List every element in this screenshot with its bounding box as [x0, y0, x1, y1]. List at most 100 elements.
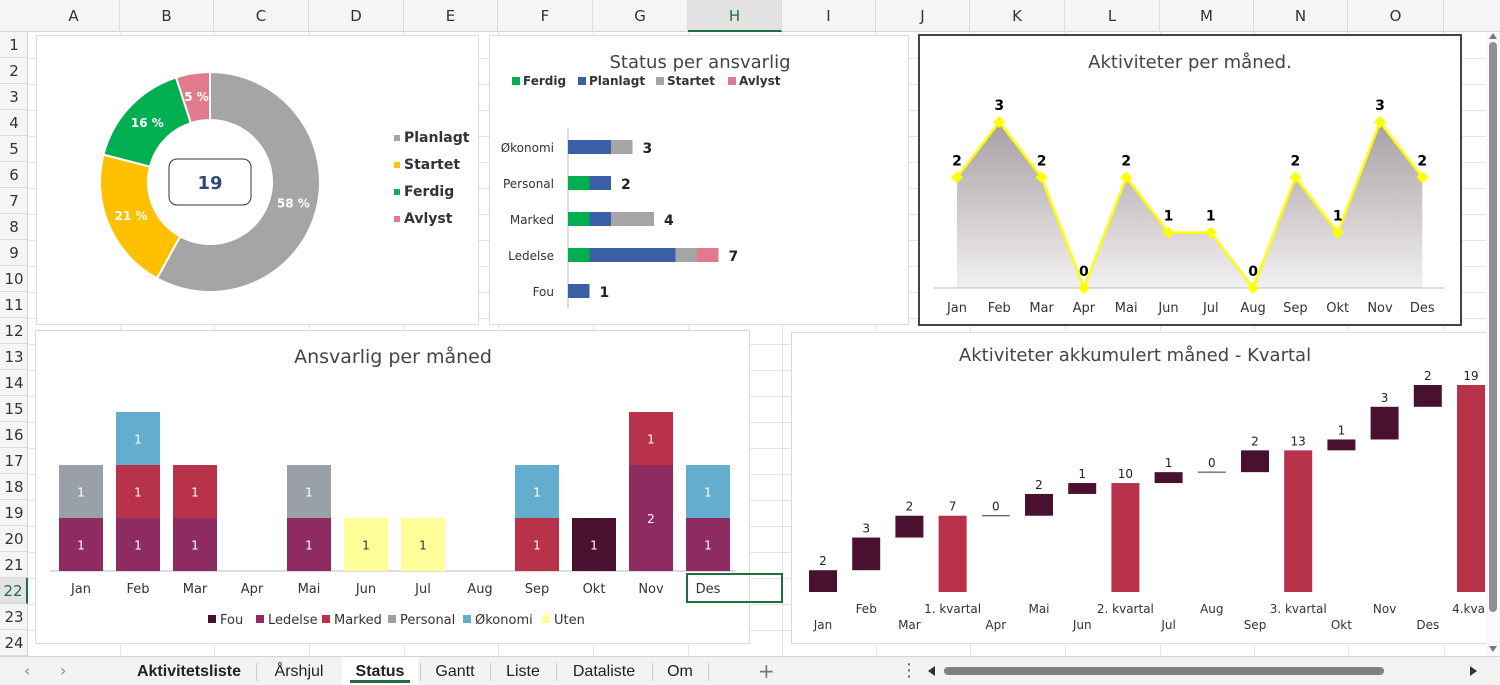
waterfall-total-bar	[1457, 385, 1485, 592]
column-header-e[interactable]: E	[404, 0, 498, 32]
sheet-grid[interactable]: 58 % 21 % 16 % 5 % 19 Planlagt Startet Ferdig Av…	[28, 32, 1487, 657]
scroll-right-icon[interactable]	[1470, 666, 1477, 676]
tab-arshjul[interactable]: Årshjul	[274, 663, 324, 680]
tab-liste[interactable]: Liste	[506, 663, 540, 680]
x-tick-label: Okt	[1326, 301, 1349, 316]
x-tick-label: Apr	[1073, 301, 1096, 316]
column-header-j[interactable]: J	[876, 0, 970, 32]
stacked-chart-ansvarlig-per-maned[interactable]: Ansvarlig per måned 1 1 Jan 1 1 1 Feb 1 1 Mar Apr 1 1…	[35, 330, 750, 644]
column-header-a[interactable]: A	[28, 0, 120, 32]
tab-gantt[interactable]: Gantt	[435, 663, 475, 680]
chevron-left-icon[interactable]: ‹	[24, 661, 31, 680]
bar-segment-startet	[611, 140, 633, 154]
data-label: 2	[1035, 478, 1043, 492]
row-header-13[interactable]: 13	[0, 344, 28, 370]
column-header-h[interactable]: H	[688, 0, 782, 32]
column-segment-økonomi	[515, 465, 559, 518]
sheet-tab-bar: ‹ › Aktivitetsliste Årshjul Status Gantt…	[0, 656, 1500, 685]
column-header-d[interactable]: D	[309, 0, 404, 32]
donut-center-total: 19	[197, 173, 222, 194]
column-header-l[interactable]: L	[1065, 0, 1160, 32]
segment-value-label: 1	[362, 539, 370, 553]
waterfall-total-bar	[1284, 450, 1313, 592]
row-header-24[interactable]: 24	[0, 630, 28, 656]
column-header-m[interactable]: M	[1160, 0, 1254, 32]
row-header-9[interactable]: 9	[0, 240, 28, 266]
bar-chart-status-per-ansvarlig[interactable]: Status per ansvarlig Ferdig Planlagt Starte…	[489, 35, 909, 325]
legend-label-avlyst: Avlyst	[404, 211, 453, 227]
row-header-6[interactable]: 6	[0, 162, 28, 188]
column-header-k[interactable]: K	[970, 0, 1065, 32]
x-tick-label: Nov	[638, 582, 664, 597]
legend-marker-avlyst	[394, 216, 400, 222]
tab-om[interactable]: Om	[667, 663, 693, 680]
add-sheet-icon[interactable]: +	[758, 659, 775, 683]
segment-value-label: 1	[533, 486, 541, 500]
scroll-left-icon[interactable]	[928, 666, 935, 676]
x-tick-label: Jan	[70, 582, 91, 597]
column-segment-fou	[572, 518, 616, 571]
row-header-2[interactable]: 2	[0, 58, 28, 84]
waterfall-step-bar	[852, 537, 881, 571]
row-header-5[interactable]: 5	[0, 136, 28, 162]
data-point	[1331, 226, 1344, 239]
row-header-10[interactable]: 10	[0, 266, 28, 292]
tab-dataliste[interactable]: Dataliste	[572, 663, 636, 680]
data-point	[1374, 116, 1386, 128]
column-header-b[interactable]: B	[120, 0, 214, 32]
row-header-14[interactable]: 14	[0, 370, 28, 396]
row-header-11[interactable]: 11	[0, 292, 28, 318]
column-segment-økonomi	[686, 465, 730, 518]
data-label: 2	[1251, 434, 1259, 448]
horizontal-scrollbar[interactable]	[928, 664, 1486, 678]
scroll-up-icon[interactable]	[1489, 33, 1497, 39]
tab-separator	[420, 663, 421, 681]
row-header-8[interactable]: 8	[0, 214, 28, 240]
row-header-23[interactable]: 23	[0, 604, 28, 630]
chevron-right-icon[interactable]: ›	[60, 661, 67, 680]
gridline-horizontal	[28, 422, 1486, 423]
row-header-15[interactable]: 15	[0, 396, 28, 422]
more-options-icon[interactable]: ⋮	[900, 660, 918, 681]
area-chart-aktiviteter-per-maned[interactable]: Aktiviteter per måned. 2 Jan 3 Feb 2 Mar 0 Apr 2 M…	[918, 34, 1462, 326]
bar-segment-avlyst	[697, 248, 719, 262]
vertical-scroll-thumb[interactable]	[1489, 42, 1497, 612]
column-header-f[interactable]: F	[498, 0, 593, 32]
row-header-20[interactable]: 20	[0, 526, 28, 552]
data-point	[993, 116, 1006, 128]
column-header-o[interactable]: O	[1348, 0, 1444, 32]
bar-chart-svg: Status per ansvarlig Ferdig Planlagt Starte…	[501, 52, 791, 308]
column-segment-ledelse	[116, 518, 160, 571]
x-tick-label: Jul	[1160, 618, 1175, 632]
row-header-21[interactable]: 21	[0, 552, 28, 578]
tab-separator	[708, 663, 709, 681]
column-header-c[interactable]: C	[214, 0, 309, 32]
row-header-22[interactable]: 22	[0, 578, 28, 604]
row-header-1[interactable]: 1	[0, 32, 28, 58]
column-header-g[interactable]: G	[593, 0, 688, 32]
row-header-16[interactable]: 16	[0, 422, 28, 448]
row-header-17[interactable]: 17	[0, 448, 28, 474]
waterfall-step-bar	[1413, 385, 1442, 407]
column-header-i[interactable]: I	[782, 0, 876, 32]
x-tick-label: Mar	[898, 618, 921, 632]
tab-aktivitetsliste[interactable]: Aktivitetsliste	[136, 663, 242, 680]
row-header-12[interactable]: 12	[0, 318, 28, 344]
column-header-n[interactable]: N	[1254, 0, 1348, 32]
row-header-3[interactable]: 3	[0, 84, 28, 110]
legend-label-ledelse: Ledelse	[268, 613, 318, 628]
bar-segment-startet	[675, 248, 697, 262]
horizontal-scroll-thumb[interactable]	[944, 667, 1384, 675]
data-label: 3	[1381, 391, 1389, 405]
vertical-scrollbar[interactable]	[1486, 32, 1500, 656]
row-header-4[interactable]: 4	[0, 110, 28, 136]
waterfall-chart-akkumulert[interactable]: Aktiviteter akkumulert måned - Kvartal 2 J…	[791, 332, 1487, 644]
row-header-7[interactable]: 7	[0, 188, 28, 214]
scroll-down-icon[interactable]	[1489, 646, 1497, 652]
active-cell-selection[interactable]	[686, 573, 783, 603]
tab-status[interactable]: Status	[342, 657, 418, 685]
donut-chart-status[interactable]: 58 % 21 % 16 % 5 % 19 Planlagt Startet Ferdig Av…	[36, 35, 479, 325]
row-header-19[interactable]: 19	[0, 500, 28, 526]
row-header-18[interactable]: 18	[0, 474, 28, 500]
